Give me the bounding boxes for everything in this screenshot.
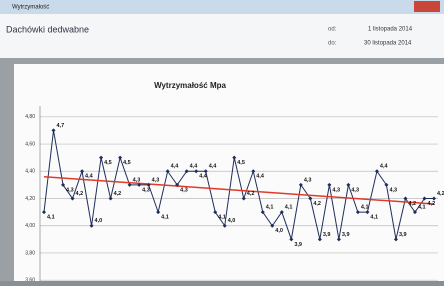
chart-area — [14, 64, 444, 281]
data-label: 4,3 — [152, 177, 160, 183]
data-label: 3,9 — [399, 232, 407, 238]
to-label: do: — [328, 41, 337, 47]
from-label: od: — [328, 27, 337, 33]
data-label: 4,2 — [437, 191, 444, 197]
window: Wytrzymałość Dachówki dedwabne od: 1 lis… — [0, 0, 444, 281]
data-label: 4,1 — [370, 215, 378, 221]
product-name: Dachówki dedwabne — [6, 24, 89, 34]
y-tick-label: 4,00 — [25, 223, 35, 229]
data-label: 4,1 — [266, 205, 274, 211]
data-label: 4,0 — [275, 228, 283, 234]
chart-title: Wytrzymałość Mpa — [154, 81, 226, 90]
data-label: 4,1 — [47, 215, 55, 221]
data-label: 4,4 — [209, 164, 218, 170]
data-label: 4,1 — [285, 205, 293, 211]
data-label: 4,0 — [228, 218, 236, 224]
header — [0, 14, 444, 58]
data-label: 4,5 — [237, 160, 245, 166]
y-tick-label: 3,60 — [25, 278, 35, 281]
data-label: 4,2 — [247, 191, 255, 197]
data-label: 4,4 — [190, 164, 199, 170]
data-label: 4,4 — [380, 164, 389, 170]
data-label: 4,4 — [85, 174, 94, 180]
y-tick-label: 4,60 — [25, 141, 35, 147]
data-label: 3,9 — [323, 232, 331, 238]
data-label: 4,4 — [171, 164, 180, 170]
data-label: 4,2 — [408, 201, 416, 207]
data-label: 4,0 — [95, 218, 103, 224]
y-tick-label: 4,20 — [25, 196, 35, 202]
window-title: Wytrzymałość — [12, 5, 49, 11]
y-tick-label: 4,40 — [25, 169, 35, 175]
close-button[interactable] — [414, 1, 440, 12]
data-label: 4,1 — [218, 215, 226, 221]
data-label: 4,3 — [142, 187, 150, 193]
data-label: 4,5 — [123, 160, 131, 166]
data-label: 4,3 — [389, 187, 397, 193]
data-label: 4,3 — [351, 187, 359, 193]
data-label: 4,2 — [114, 191, 122, 197]
data-label: 4,3 — [66, 187, 74, 193]
data-label: 4,2 — [76, 191, 84, 197]
title-bar — [0, 0, 444, 14]
data-label: 4,3 — [332, 187, 340, 193]
data-label: 4,5 — [104, 160, 112, 166]
to-date: 30 listopada 2014 — [364, 41, 412, 47]
data-label: 4,4 — [256, 174, 265, 180]
data-label: 4,3 — [304, 177, 312, 183]
data-label: 4,7 — [57, 123, 65, 129]
data-label: 4,2 — [313, 201, 321, 207]
data-label: 4,1 — [161, 215, 169, 221]
from-date: 1 listopada 2014 — [368, 27, 413, 33]
y-tick-label: 3,80 — [25, 250, 35, 256]
data-label: 3,9 — [342, 232, 350, 238]
y-tick-label: 4,80 — [25, 114, 35, 120]
page: Wytrzymałość Dachówki dedwabne od: 1 lis… — [0, 0, 444, 281]
data-label: 3,9 — [294, 242, 302, 248]
data-label: 4,3 — [180, 187, 188, 193]
data-label: 4,1 — [361, 205, 369, 211]
data-label: 4,2 — [427, 201, 435, 207]
data-label: 4,3 — [133, 177, 141, 183]
data-label: 4,1 — [418, 205, 426, 211]
data-label: 4,4 — [199, 174, 208, 180]
